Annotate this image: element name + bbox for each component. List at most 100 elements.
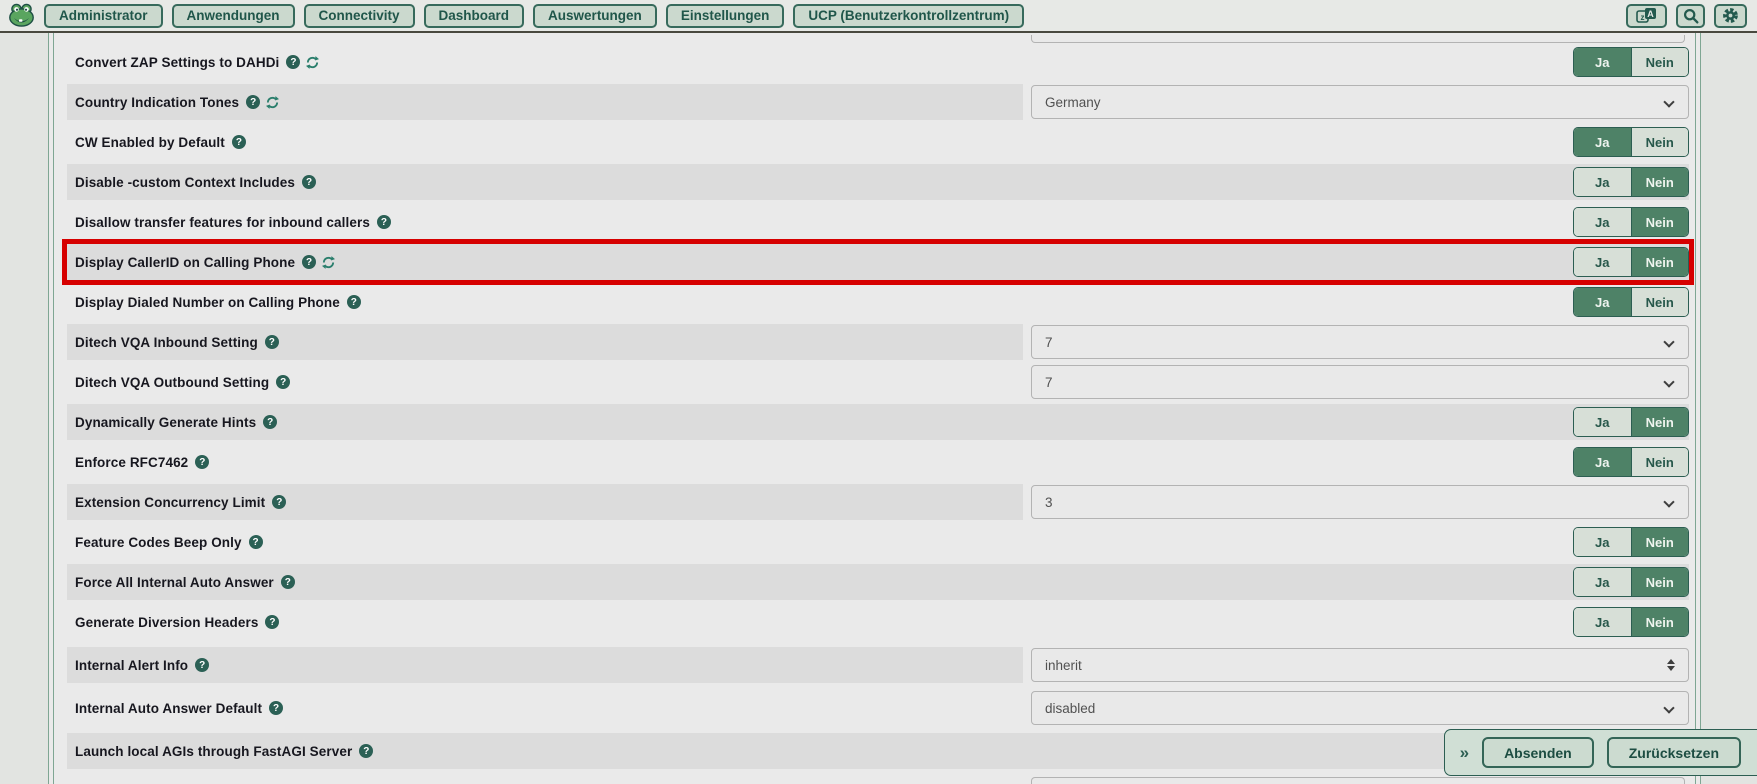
help-icon[interactable]: ? (302, 175, 316, 189)
yes-button[interactable]: Ja (1574, 208, 1632, 236)
yes-button[interactable]: Ja (1574, 608, 1632, 636)
no-button[interactable]: Nein (1631, 528, 1688, 556)
partial-select-below[interactable] (1031, 777, 1685, 784)
no-button[interactable]: Nein (1631, 248, 1688, 276)
yes-button[interactable]: Ja (1574, 448, 1632, 476)
setting-labelcell: Feature Codes Beep Only ? (67, 524, 1023, 560)
reset-button[interactable]: Zurücksetzen (1606, 737, 1741, 768)
setting-label: Internal Alert Info (75, 657, 189, 673)
help-icon[interactable]: ? (280, 575, 295, 589)
no-button[interactable]: Nein (1631, 608, 1688, 636)
no-button[interactable]: Nein (1631, 288, 1688, 316)
yes-button[interactable]: Ja (1574, 48, 1632, 76)
setting-labelcell: Country Indication Tones ? (67, 84, 1023, 120)
submit-button[interactable]: Absenden (1482, 737, 1594, 768)
select-value: inherit (1045, 657, 1082, 673)
help-icon[interactable]: ? (265, 615, 280, 629)
setting-label: Disallow transfer features for inbound c… (75, 214, 370, 230)
setting-select[interactable]: 3 (1031, 485, 1689, 519)
setting-select[interactable]: Germany (1031, 85, 1689, 119)
refresh-icon[interactable] (266, 95, 280, 109)
nav-item-anwendungen[interactable]: Anwendungen (171, 3, 295, 28)
no-button[interactable]: Nein (1631, 408, 1688, 436)
no-button[interactable]: Nein (1631, 128, 1688, 156)
collapse-chevrons-icon[interactable]: » (1459, 743, 1470, 762)
help-icon[interactable]: ? (359, 744, 374, 758)
setting-label: Feature Codes Beep Only (75, 534, 242, 550)
setting-labelcell: Display CallerID on Calling Phone ? (67, 244, 1023, 280)
setting-labelcell: Force All Internal Auto Answer ? (67, 564, 1023, 600)
search-button[interactable] (1676, 3, 1705, 28)
setting-row: Disable -custom Context Includes ? Ja Nei… (67, 164, 1689, 200)
freepbx-frog-logo-icon[interactable] (7, 3, 35, 29)
setting-labelcell: Launch local AGIs through FastAGI Server… (67, 733, 1023, 769)
nav-item-dashboard[interactable]: Dashboard (423, 3, 525, 28)
setting-row: Dynamically Generate Hints ? Ja Nein (67, 404, 1689, 440)
setting-row: Display Dialed Number on Calling Phone ?… (67, 284, 1689, 320)
no-button[interactable]: Nein (1631, 168, 1688, 196)
select-value: 3 (1045, 494, 1053, 510)
help-icon[interactable]: ? (195, 455, 210, 469)
setting-label: Dynamically Generate Hints (75, 414, 257, 430)
search-icon (1683, 8, 1699, 24)
svg-text:z: z (1641, 13, 1645, 22)
help-icon[interactable]: ? (195, 658, 210, 672)
help-icon[interactable]: ? (376, 215, 391, 229)
help-icon[interactable]: ? (264, 335, 279, 349)
help-icon[interactable]: ? (248, 535, 263, 549)
yes-button[interactable]: Ja (1574, 248, 1632, 276)
no-button[interactable]: Nein (1631, 568, 1688, 596)
yes-button[interactable]: Ja (1574, 568, 1632, 596)
nav-item-auswertungen[interactable]: Auswertungen (533, 3, 657, 28)
setting-labelcell: Dynamically Generate Hints ? (67, 404, 1023, 440)
refresh-icon[interactable] (322, 255, 336, 269)
setting-control: Germany (1031, 84, 1689, 120)
help-icon[interactable]: ? (231, 135, 246, 149)
no-button[interactable]: Nein (1631, 448, 1688, 476)
setting-select[interactable]: 7 (1031, 365, 1689, 399)
help-icon[interactable]: ? (272, 495, 287, 509)
partial-select-above[interactable] (1031, 35, 1685, 43)
setting-row: Ditech VQA Outbound Setting ? 7 (67, 364, 1689, 400)
setting-label: Ditech VQA Inbound Setting (75, 334, 258, 350)
help-icon[interactable]: ? (263, 415, 278, 429)
help-icon[interactable]: ? (302, 255, 317, 269)
help-icon[interactable]: ? (286, 55, 301, 69)
yes-button[interactable]: Ja (1574, 168, 1632, 196)
yes-button[interactable]: Ja (1574, 528, 1632, 556)
setting-labelcell: CW Enabled by Default ? (67, 124, 1023, 160)
setting-select[interactable]: inherit (1031, 648, 1689, 682)
translate-button[interactable]: z A (1626, 3, 1667, 28)
setting-label: Disable -custom Context Includes (75, 174, 295, 190)
select-value: 7 (1045, 374, 1053, 390)
setting-select[interactable]: disabled (1031, 691, 1689, 725)
setting-control: Ja Nein (1031, 404, 1689, 440)
settings-button[interactable] (1714, 3, 1747, 28)
no-button[interactable]: Nein (1631, 48, 1688, 76)
help-icon[interactable]: ? (276, 375, 291, 389)
help-icon[interactable]: ? (246, 95, 261, 109)
no-button[interactable]: Nein (1631, 208, 1688, 236)
select-value: 7 (1045, 334, 1053, 350)
yes-button[interactable]: Ja (1574, 288, 1632, 316)
setting-control: Ja Nein (1031, 204, 1689, 240)
setting-row: Launch local AGIs through FastAGI Server… (67, 733, 1689, 769)
nav-items: Administrator Anwendungen Connectivity Dash… (44, 3, 1025, 28)
setting-row: Convert ZAP Settings to DAHDi ? Ja Nein (67, 44, 1689, 80)
setting-labelcell: Enforce RFC7462 ? (67, 444, 1023, 480)
chevron-down-icon (1663, 96, 1675, 108)
help-icon[interactable]: ? (346, 295, 361, 309)
nav-item-ucp-benutzerkontrollzentrum[interactable]: UCP (Benutzerkontrollzentrum) (793, 3, 1025, 28)
help-icon[interactable]: ? (269, 701, 284, 715)
setting-select[interactable]: 7 (1031, 325, 1689, 359)
yes-button[interactable]: Ja (1574, 408, 1632, 436)
yes-button[interactable]: Ja (1574, 128, 1632, 156)
setting-label: Extension Concurrency Limit (75, 494, 266, 510)
yes-no-toggle: Ja Nein (1573, 127, 1689, 157)
nav-item-connectivity[interactable]: Connectivity (303, 3, 415, 28)
nav-item-administrator[interactable]: Administrator (44, 3, 163, 28)
setting-row: Display CallerID on Calling Phone ? Ja Ne… (62, 239, 1694, 285)
setting-label: Internal Auto Answer Default (75, 700, 263, 716)
refresh-icon[interactable] (306, 55, 320, 69)
nav-item-einstellungen[interactable]: Einstellungen (665, 3, 785, 28)
